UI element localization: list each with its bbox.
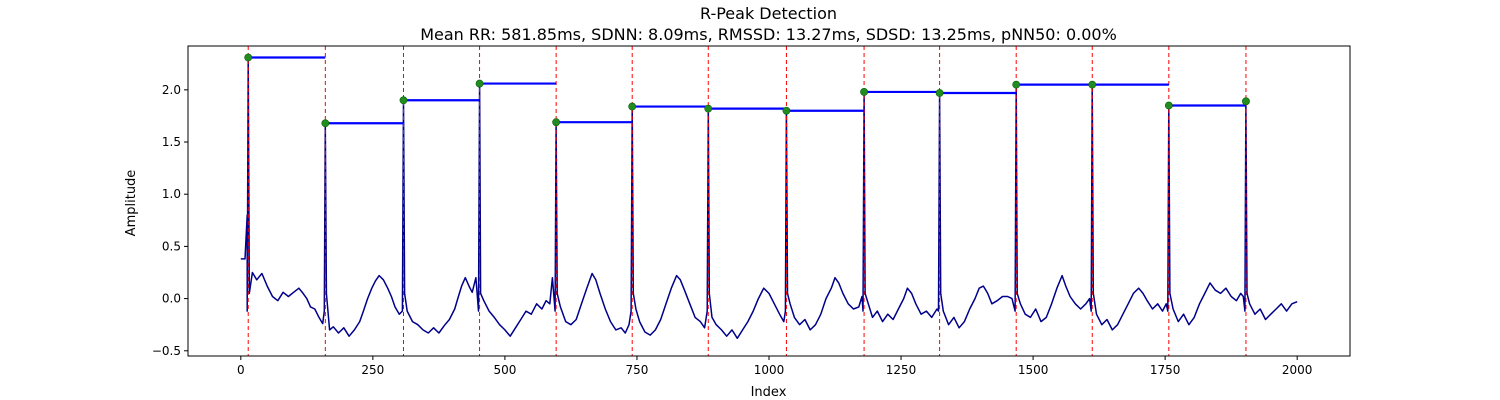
peak-marker-4 [475,79,484,88]
peak-marker-3 [399,96,408,105]
y-tick-label: 1.0 [162,187,181,201]
peak-marker-12 [1088,80,1097,89]
peak-marker-9 [860,88,868,96]
x-axis-label: Index [751,385,787,400]
peak-marker-13 [1164,101,1173,110]
peak-marker-1 [244,53,253,62]
peak-marker-7 [704,104,713,113]
y-axis-label: Amplitude [124,170,139,237]
chart-title: R-Peak Detection [700,4,837,23]
peak-marker-14 [1242,97,1250,106]
y-tick-label: 2.0 [162,83,181,97]
y-tick-label: 0.5 [162,239,181,253]
y-tick-label: 0.0 [162,292,181,306]
peak-marker-10 [935,89,944,97]
peak-marker-5 [552,118,561,127]
x-tick-label: 2000 [1282,363,1313,377]
x-tick-label: 1250 [886,363,917,377]
y-tick-label: 1.5 [162,135,181,149]
x-tick-label: 750 [626,363,649,377]
plot-area [240,46,1298,356]
x-tick-label: 250 [361,363,384,377]
chart-subtitle: Mean RR: 581.85ms, SDNN: 8.09ms, RMSSD: … [420,25,1117,44]
x-tick-label: 0 [237,363,245,377]
ecg-signal-line [240,56,1298,340]
x-tick-label: 500 [493,363,516,377]
x-tick-label: 1750 [1150,363,1181,377]
plot-frame [187,45,1351,357]
x-tick-label: 1500 [1018,363,1049,377]
axes: 0 250 500 750 1000 1250 1500 1750 2000 −0.5 0.0 0.5… [152,45,1351,377]
y-tick-label: −0.5 [152,344,181,358]
x-tick-label: 1000 [754,363,785,377]
peak-marker-2 [321,119,330,128]
peak-marker-8 [782,106,791,115]
peak-marker-11 [1012,80,1021,89]
peak-marker-6 [628,102,637,111]
